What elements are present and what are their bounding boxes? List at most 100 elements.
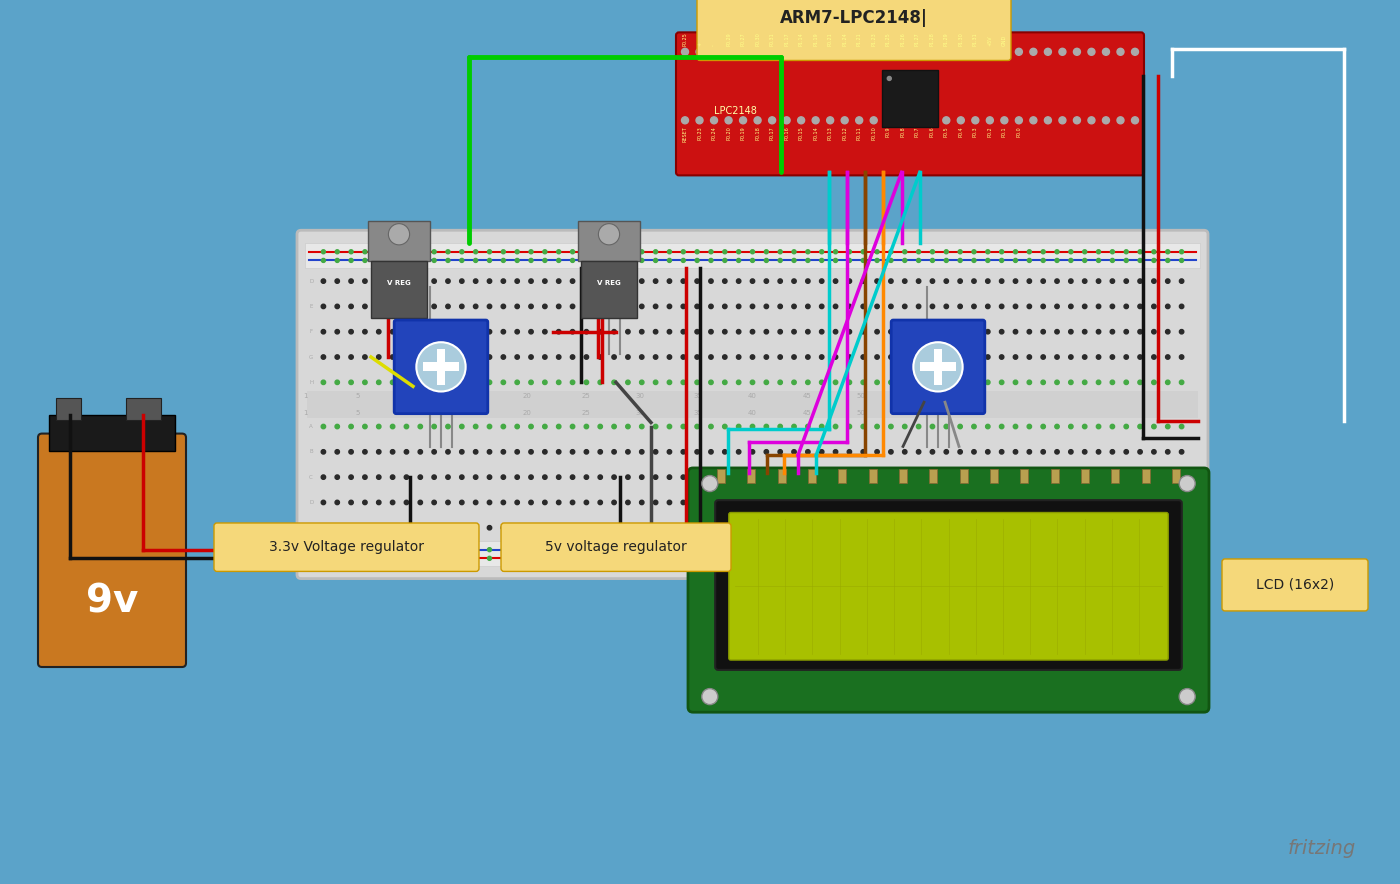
Text: 5: 5 xyxy=(356,392,360,399)
Circle shape xyxy=(349,475,353,479)
Circle shape xyxy=(1054,424,1060,429)
Circle shape xyxy=(626,475,630,479)
Circle shape xyxy=(1030,49,1037,56)
Circle shape xyxy=(708,330,713,334)
Circle shape xyxy=(855,117,862,124)
Circle shape xyxy=(1058,117,1065,124)
Circle shape xyxy=(1124,279,1128,283)
Circle shape xyxy=(570,450,575,454)
Circle shape xyxy=(889,450,893,454)
Circle shape xyxy=(1042,500,1046,505)
Circle shape xyxy=(792,526,797,530)
Text: 15: 15 xyxy=(468,410,477,416)
Circle shape xyxy=(349,556,353,560)
Circle shape xyxy=(515,556,519,560)
Circle shape xyxy=(694,354,700,359)
Circle shape xyxy=(654,279,658,283)
Bar xyxy=(307,391,1198,418)
Circle shape xyxy=(1110,258,1114,263)
Circle shape xyxy=(668,258,672,263)
Circle shape xyxy=(391,258,395,263)
Circle shape xyxy=(783,49,790,56)
Text: G: G xyxy=(309,354,314,360)
Circle shape xyxy=(917,500,921,505)
Circle shape xyxy=(1152,556,1156,560)
Circle shape xyxy=(1096,500,1100,505)
Circle shape xyxy=(944,380,948,385)
Circle shape xyxy=(708,279,713,283)
Circle shape xyxy=(405,354,409,359)
Circle shape xyxy=(1042,450,1046,454)
Circle shape xyxy=(543,526,547,530)
Circle shape xyxy=(750,304,755,309)
Circle shape xyxy=(1138,548,1142,552)
Circle shape xyxy=(944,330,948,334)
Circle shape xyxy=(806,258,809,263)
Circle shape xyxy=(321,330,326,334)
Text: +5V: +5V xyxy=(987,35,993,46)
Circle shape xyxy=(1152,279,1156,283)
Circle shape xyxy=(459,279,463,283)
Circle shape xyxy=(335,304,339,309)
Circle shape xyxy=(805,475,811,479)
Circle shape xyxy=(847,556,851,560)
Circle shape xyxy=(584,424,588,429)
Circle shape xyxy=(654,258,658,263)
Circle shape xyxy=(764,556,769,560)
Circle shape xyxy=(391,250,395,254)
Circle shape xyxy=(903,304,907,309)
FancyBboxPatch shape xyxy=(697,0,1011,60)
Circle shape xyxy=(847,500,851,505)
Text: P0.25: P0.25 xyxy=(683,32,687,46)
Circle shape xyxy=(433,424,437,429)
Circle shape xyxy=(363,354,367,359)
Circle shape xyxy=(805,500,811,505)
Circle shape xyxy=(1042,279,1046,283)
Circle shape xyxy=(557,526,561,530)
Circle shape xyxy=(930,475,935,479)
Circle shape xyxy=(1054,279,1060,283)
Circle shape xyxy=(820,548,823,552)
Circle shape xyxy=(1180,548,1183,552)
Bar xyxy=(126,398,161,420)
Circle shape xyxy=(736,475,741,479)
Circle shape xyxy=(459,500,463,505)
Circle shape xyxy=(722,380,727,385)
Circle shape xyxy=(805,424,811,429)
Circle shape xyxy=(958,450,962,454)
Circle shape xyxy=(1042,258,1046,263)
Text: 20: 20 xyxy=(522,410,531,416)
Circle shape xyxy=(792,304,797,309)
Circle shape xyxy=(1096,556,1100,560)
Circle shape xyxy=(958,424,962,429)
Circle shape xyxy=(1014,556,1018,560)
Circle shape xyxy=(986,304,990,309)
Circle shape xyxy=(487,380,491,385)
Text: P0.3: P0.3 xyxy=(973,126,977,137)
Text: 40: 40 xyxy=(748,410,757,416)
Circle shape xyxy=(349,250,353,254)
Circle shape xyxy=(1088,117,1095,124)
Text: 25: 25 xyxy=(581,392,589,399)
Bar xyxy=(930,469,938,484)
Circle shape xyxy=(543,380,547,385)
Circle shape xyxy=(612,279,616,283)
Circle shape xyxy=(819,279,825,283)
Circle shape xyxy=(1082,500,1086,505)
Circle shape xyxy=(1068,279,1072,283)
Circle shape xyxy=(377,258,381,263)
Circle shape xyxy=(847,250,851,254)
Text: E: E xyxy=(309,304,312,309)
Circle shape xyxy=(1068,548,1072,552)
Text: LCD (16x2): LCD (16x2) xyxy=(1256,578,1334,592)
Circle shape xyxy=(433,330,437,334)
Circle shape xyxy=(778,258,783,263)
Text: 10: 10 xyxy=(409,392,419,399)
Circle shape xyxy=(1000,354,1004,359)
Circle shape xyxy=(1124,354,1128,359)
Circle shape xyxy=(958,526,962,530)
Circle shape xyxy=(1058,49,1065,56)
Circle shape xyxy=(335,354,339,359)
Circle shape xyxy=(889,526,893,530)
Circle shape xyxy=(419,304,423,309)
